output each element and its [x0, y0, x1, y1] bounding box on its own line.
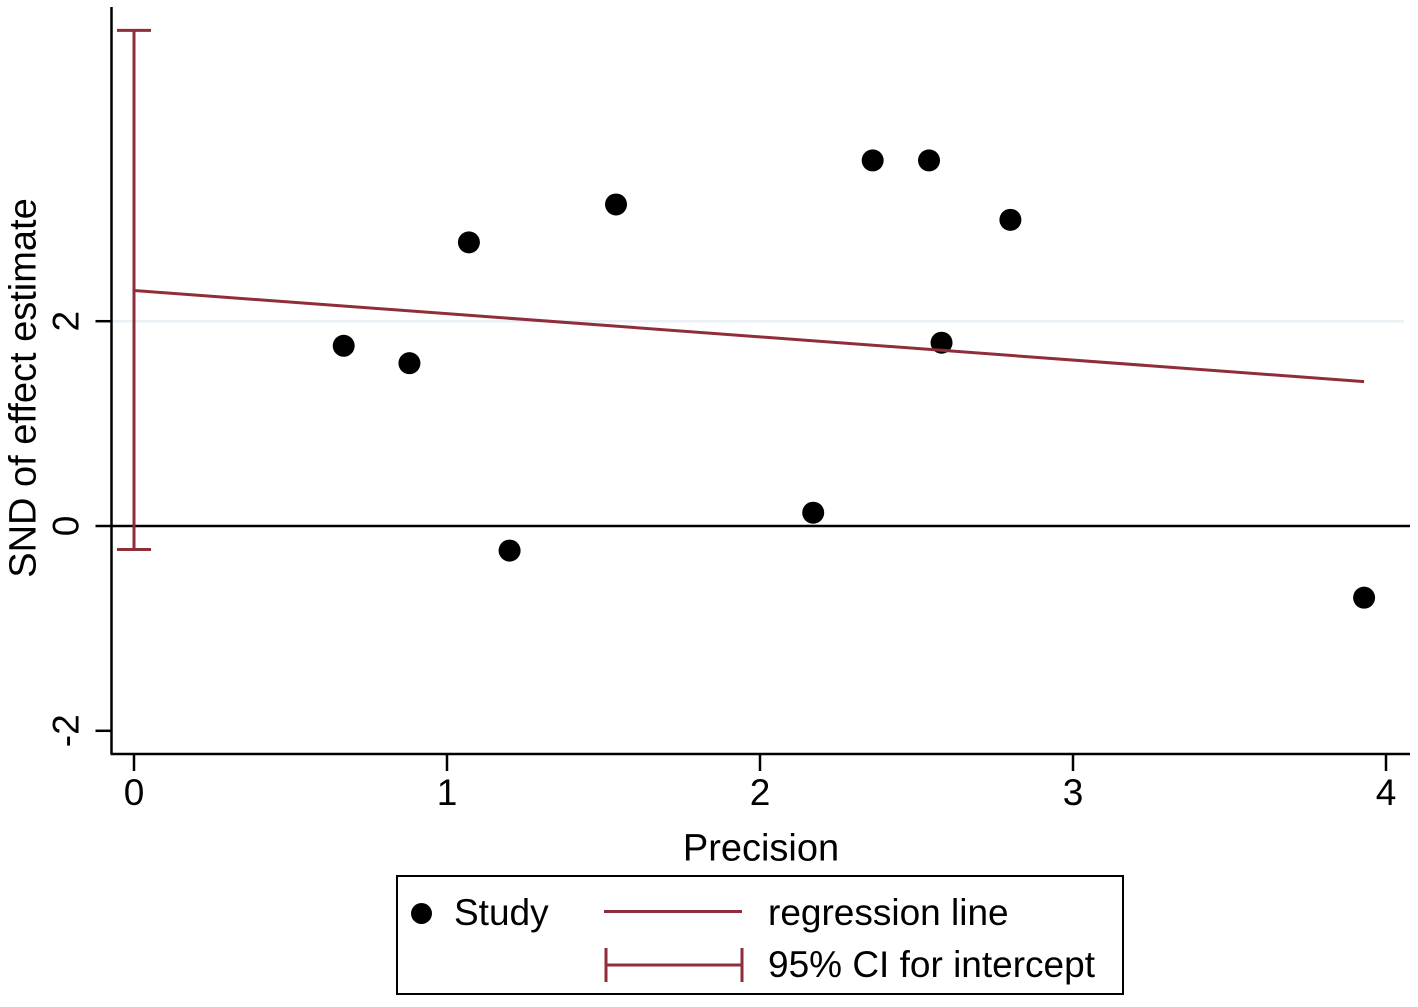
x-tick-label: 1 — [437, 772, 458, 813]
y-tick-label: 2 — [46, 311, 87, 332]
y-tick-label: -2 — [46, 714, 87, 747]
legend-label-study: Study — [454, 892, 549, 933]
study-point — [918, 149, 941, 172]
study-point — [498, 539, 521, 562]
x-tick-label: 2 — [750, 772, 771, 813]
x-tick-label: 3 — [1063, 772, 1084, 813]
study-point — [1353, 586, 1376, 609]
study-marker-icon — [411, 903, 432, 924]
y-axis-title: SND of effect estimate — [2, 198, 45, 578]
study-point — [605, 193, 628, 216]
x-tick-label: 0 — [124, 772, 145, 813]
legend-label-ci-intercept: 95% CI for intercept — [768, 944, 1095, 985]
legend-label-regression-line: regression line — [768, 892, 1009, 933]
y-tick-label: 0 — [46, 516, 87, 537]
regression-line-swatch-icon — [604, 910, 742, 913]
study-point — [457, 231, 480, 254]
study-point — [802, 501, 825, 524]
study-point — [398, 352, 421, 375]
regression-line — [133, 288, 1365, 384]
x-axis-title: Precision — [682, 827, 840, 870]
ci-interval-swatch-icon — [604, 948, 744, 982]
study-point — [999, 208, 1022, 231]
study-point — [930, 331, 953, 354]
x-tick-label: 4 — [1376, 772, 1397, 813]
legend-box: Study regression line 95% CI for interce… — [396, 875, 1124, 995]
study-point — [332, 334, 355, 357]
study-point — [861, 149, 884, 172]
